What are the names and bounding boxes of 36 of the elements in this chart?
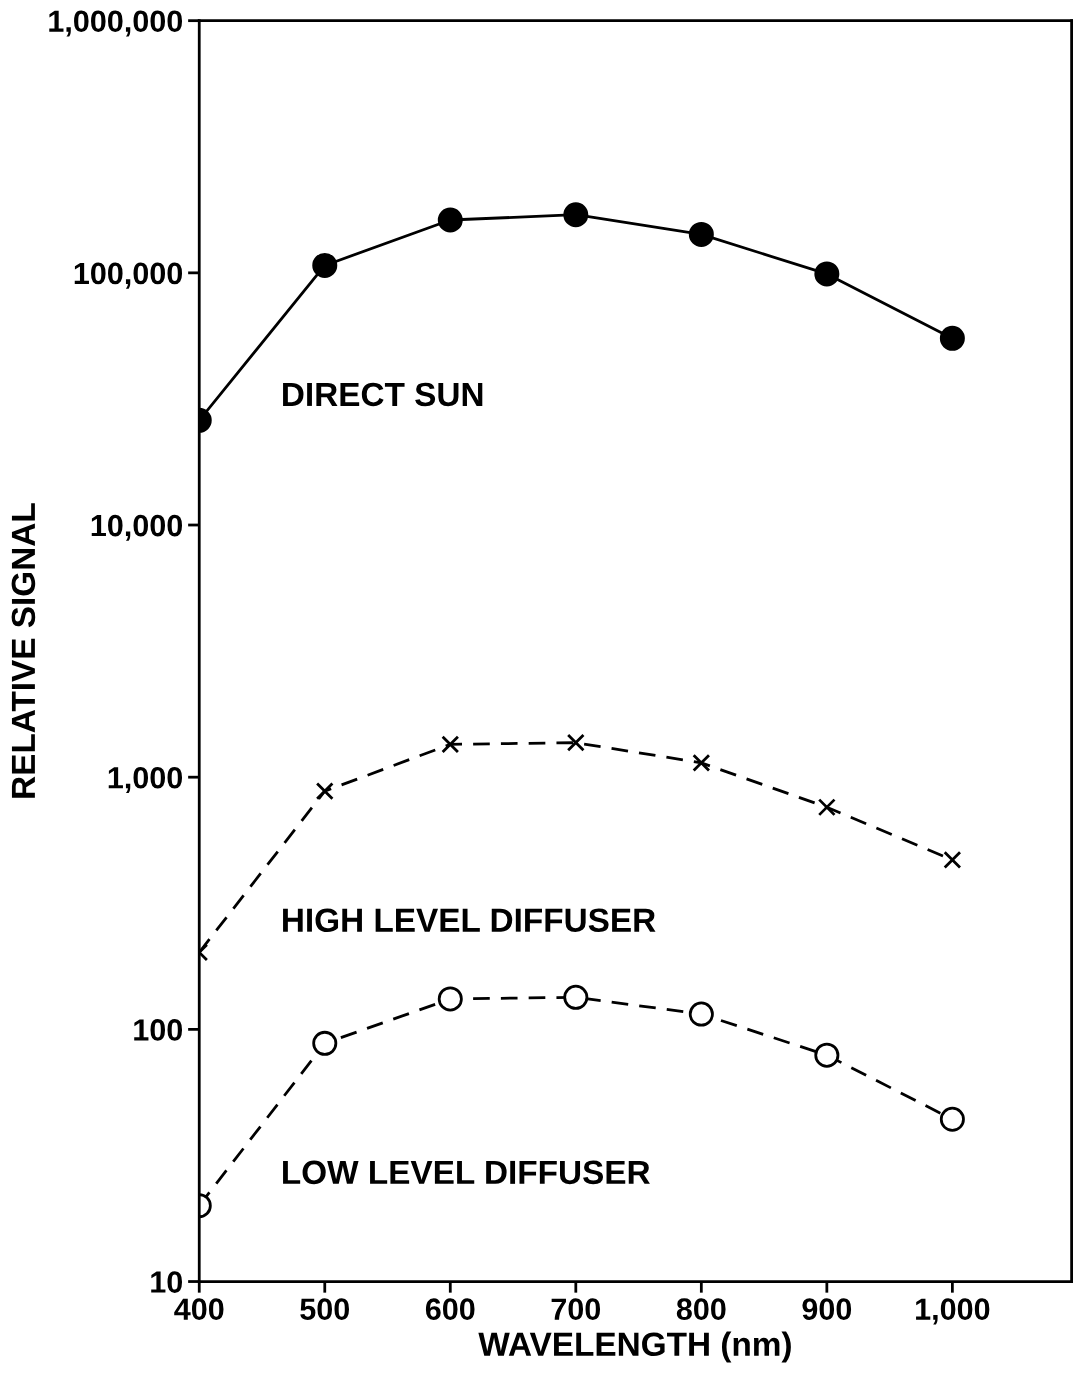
y-tick-label: 1,000,000 [49,10,183,37]
series-label: DIRECT SUN [283,382,483,407]
point [939,1106,965,1132]
x-tick-label: 1,000 [916,1298,990,1325]
point [312,252,338,278]
x-tick-label: 400 [174,1298,224,1320]
point [814,1042,840,1068]
x-tick-label: 900 [802,1298,852,1320]
point [563,202,589,228]
point [563,984,589,1010]
point [688,1001,714,1027]
point [939,325,965,351]
point [814,261,840,287]
x-tick-label: 700 [551,1298,601,1320]
x-axis-title: WAVELENGTH (nm) [478,1331,791,1363]
x-tick-label: 500 [300,1298,350,1320]
point [441,735,460,754]
series-label: HIGH LEVEL DIFFUSER [283,908,656,932]
point [437,207,463,233]
y-tick-label: 10 [151,1271,183,1293]
point [566,733,585,752]
y-tick-label: 100 [134,1019,183,1041]
y-tick-label: 10,000 [91,514,183,541]
y-axis-title: RELATIVE SIGNAL [11,503,36,798]
point [943,850,962,869]
point [315,782,334,801]
x-tick-label: 600 [425,1298,475,1320]
y-tick-label: 1,000 [108,766,183,793]
x-tick-label: 800 [676,1298,726,1320]
y-tick-label: 100,000 [74,262,183,289]
point [437,986,463,1012]
point [692,753,711,772]
point [688,221,714,247]
point [817,798,836,817]
point [312,1030,338,1056]
series-label: LOW LEVEL DIFFUSER [283,1160,650,1185]
